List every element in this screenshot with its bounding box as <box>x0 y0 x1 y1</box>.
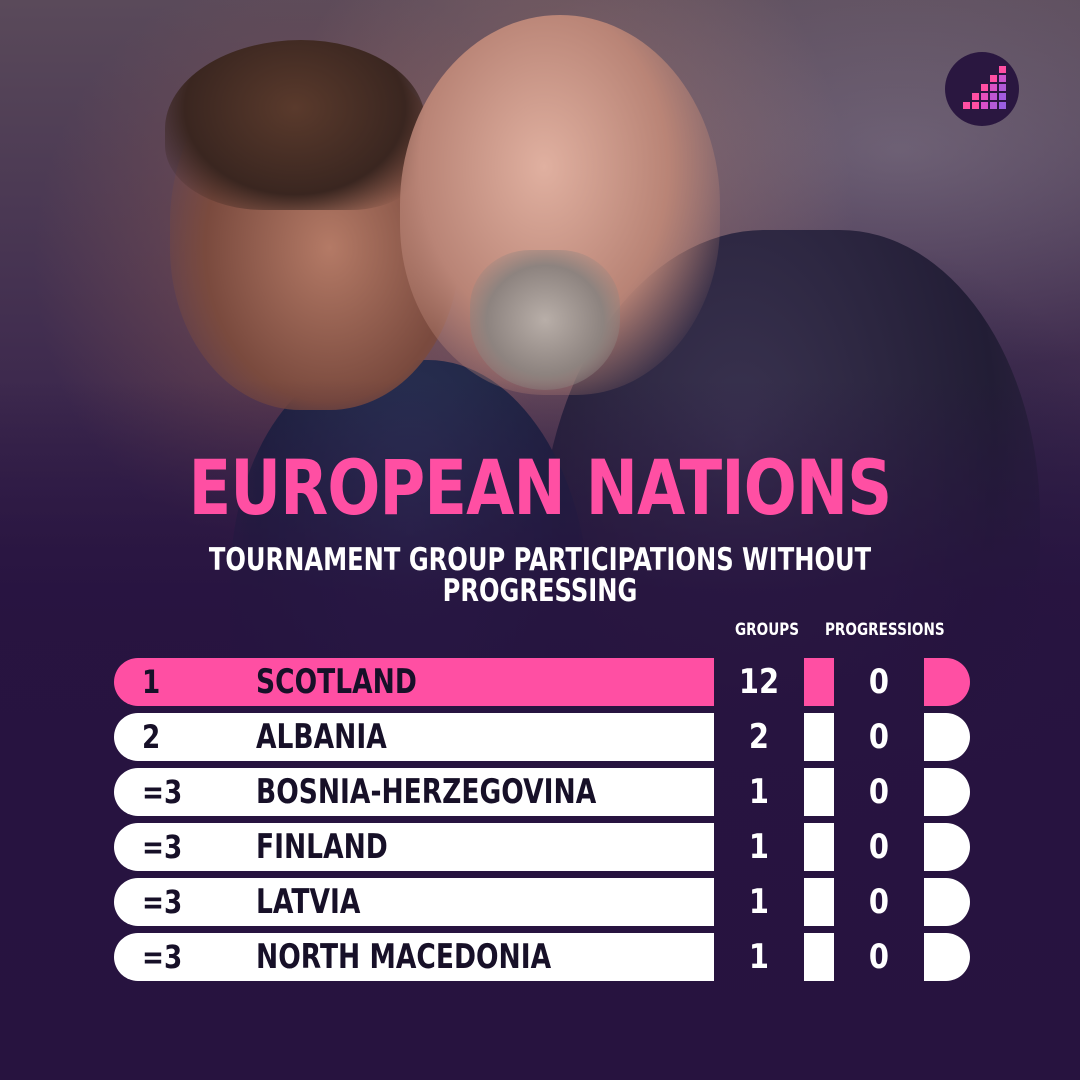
table-row: =3 BOSNIA-HERZEGOVINA 1 0 <box>114 768 970 816</box>
nation-cell: BOSNIA-HERZEGOVINA <box>256 772 597 812</box>
nation-cell: SCOTLAND <box>256 662 417 702</box>
groups-cell: 1 <box>748 772 770 812</box>
manager-beard <box>470 250 620 390</box>
rank-cell: 2 <box>142 718 161 756</box>
table-row: =3 FINLAND 1 0 <box>114 823 970 871</box>
progressions-cell: 0 <box>868 717 890 757</box>
table-row: =3 LATVIA 1 0 <box>114 878 970 926</box>
column-header-progressions: PROGRESSIONS <box>824 620 945 640</box>
nation-cell: ALBANIA <box>256 717 387 757</box>
rank-cell: =3 <box>142 828 183 866</box>
nation-cell: NORTH MACEDONIA <box>256 937 552 977</box>
groups-cell: 12 <box>738 662 780 702</box>
table-row: 2 ALBANIA 2 0 <box>114 713 970 761</box>
player-hair <box>165 40 425 210</box>
progressions-cell: 0 <box>868 827 890 867</box>
progressions-cell: 0 <box>868 937 890 977</box>
rank-cell: =3 <box>142 773 183 811</box>
groups-cell: 2 <box>748 717 770 757</box>
groups-cell: 1 <box>748 882 770 922</box>
progressions-cell: 0 <box>868 882 890 922</box>
table-row: 1 SCOTLAND 12 0 <box>114 658 970 706</box>
page-title: EUROPEAN NATIONS <box>188 443 892 532</box>
rank-cell: 1 <box>142 663 161 701</box>
table-row: =3 NORTH MACEDONIA 1 0 <box>114 933 970 981</box>
page-subtitle: TOURNAMENT GROUP PARTICIPATIONS WITHOUT … <box>208 542 872 609</box>
groups-cell: 1 <box>748 827 770 867</box>
rank-cell: =3 <box>142 938 183 976</box>
groups-cell: 1 <box>748 937 770 977</box>
nation-cell: FINLAND <box>256 827 388 867</box>
progressions-cell: 0 <box>868 662 890 702</box>
rank-cell: =3 <box>142 883 183 921</box>
column-header-groups: GROUPS <box>735 620 800 640</box>
bar-steps-logo-icon <box>945 52 1019 126</box>
progressions-cell: 0 <box>868 772 890 812</box>
nation-cell: LATVIA <box>256 882 361 922</box>
